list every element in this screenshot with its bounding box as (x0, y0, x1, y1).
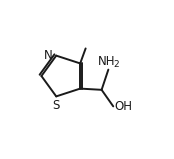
Text: NH: NH (98, 55, 116, 68)
Text: N: N (44, 49, 53, 62)
Text: S: S (53, 99, 60, 112)
Text: 2: 2 (113, 60, 119, 69)
Text: OH: OH (115, 100, 133, 113)
